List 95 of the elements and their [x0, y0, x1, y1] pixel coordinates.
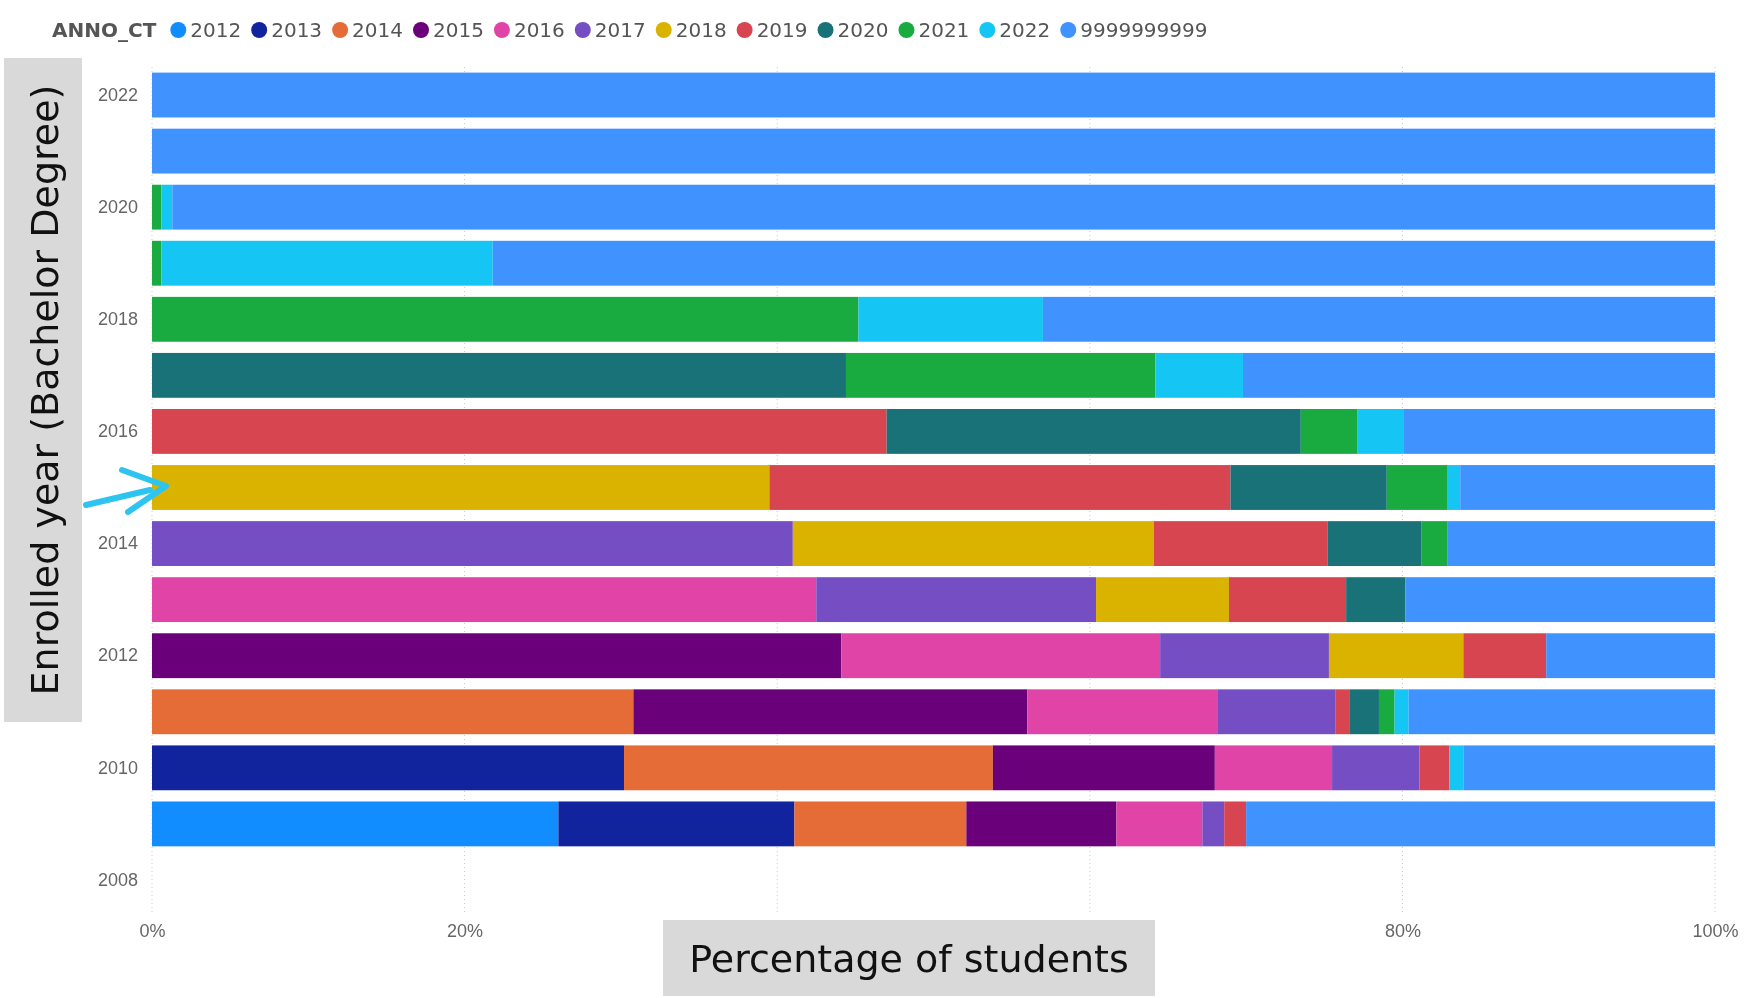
y-tick-label: 2012 — [97, 645, 138, 666]
bar — [1042, 296, 1715, 342]
bar — [1246, 801, 1715, 847]
bar — [624, 745, 993, 791]
bar — [152, 184, 162, 230]
x-tick-label: 0% — [139, 920, 166, 941]
bar — [1242, 352, 1715, 398]
bar — [152, 72, 1715, 118]
bar — [1217, 689, 1336, 735]
legend-label: 2022 — [999, 18, 1051, 42]
bar — [992, 745, 1215, 791]
bar — [1463, 745, 1715, 791]
bar — [1153, 521, 1328, 566]
bar — [966, 801, 1117, 847]
bar — [858, 296, 1043, 342]
bar — [1349, 689, 1379, 735]
bar — [152, 745, 625, 791]
bar — [172, 184, 1715, 230]
bar — [1386, 465, 1448, 510]
bar — [1346, 577, 1406, 623]
bar — [1421, 521, 1448, 566]
legend-label: 2014 — [352, 18, 403, 42]
y-tick-label: 2010 — [97, 757, 138, 778]
bar — [1230, 465, 1387, 510]
bar — [1447, 521, 1715, 566]
bar — [1546, 633, 1715, 679]
bar — [886, 409, 1301, 454]
bar — [1335, 689, 1350, 735]
x-tick-label: 80% — [1384, 920, 1421, 941]
legend-label: 9999999999 — [1080, 18, 1208, 42]
bar — [1449, 745, 1464, 791]
bar — [1447, 465, 1461, 510]
bar — [1332, 745, 1420, 791]
bar — [1214, 745, 1333, 791]
bar — [1419, 745, 1450, 791]
bar — [794, 801, 967, 847]
bar — [1116, 801, 1203, 847]
bar — [769, 465, 1231, 510]
bar — [1327, 521, 1422, 566]
y-tick-label: 2020 — [97, 196, 138, 217]
bar — [152, 352, 846, 398]
legend-label: 2013 — [271, 18, 323, 42]
bar — [1394, 689, 1409, 735]
bar — [1378, 689, 1395, 735]
legend-label: 2021 — [918, 18, 970, 42]
x-axis-title: Percentage of students — [689, 937, 1129, 981]
y-tick-label: 2022 — [97, 84, 138, 105]
bar — [152, 577, 817, 623]
bar — [1160, 633, 1329, 679]
bar — [1027, 689, 1218, 735]
bar — [1463, 633, 1547, 679]
legend-title: ANNO_CT — [52, 18, 157, 42]
legend-label: 2012 — [190, 18, 242, 42]
bar — [1202, 801, 1225, 847]
legend-label: 2017 — [594, 18, 646, 42]
y-tick-label: 2008 — [97, 869, 138, 890]
y-axis-title: Enrolled year (Bachelor Degree) — [23, 84, 67, 696]
bar — [152, 689, 634, 735]
y-tick-label: 2018 — [97, 309, 138, 330]
bar — [1300, 409, 1358, 454]
bar — [1408, 689, 1715, 735]
bar — [845, 352, 1156, 398]
bar — [152, 521, 793, 566]
bar — [1328, 633, 1464, 679]
bar — [1357, 409, 1404, 454]
legend-label: 2019 — [756, 18, 808, 42]
bar — [1224, 801, 1247, 847]
bar — [841, 633, 1161, 679]
legend-label: 2015 — [433, 18, 484, 42]
bar — [792, 521, 1154, 566]
bar — [1155, 352, 1243, 398]
bar — [1228, 577, 1347, 623]
bar — [152, 240, 162, 286]
y-tick-label: 2016 — [97, 421, 138, 442]
y-tick-label: 2014 — [97, 533, 138, 554]
legend-label: 2018 — [675, 18, 727, 42]
bar — [558, 801, 795, 847]
bar — [492, 240, 1715, 286]
x-tick-label: 100% — [1692, 920, 1739, 941]
bar — [1096, 577, 1229, 623]
legend-label: 2016 — [513, 18, 565, 42]
bar — [152, 296, 859, 342]
bar — [152, 633, 842, 679]
legend-label: 2020 — [837, 18, 889, 42]
x-tick-label: 20% — [447, 920, 484, 941]
bar — [161, 184, 173, 230]
bar — [152, 128, 1715, 174]
bar — [633, 689, 1028, 735]
bar — [152, 409, 887, 454]
bar — [816, 577, 1097, 623]
bar — [152, 801, 559, 847]
bar — [161, 240, 493, 286]
bar — [1405, 577, 1715, 623]
bar — [1403, 409, 1715, 454]
bar — [1460, 465, 1715, 510]
